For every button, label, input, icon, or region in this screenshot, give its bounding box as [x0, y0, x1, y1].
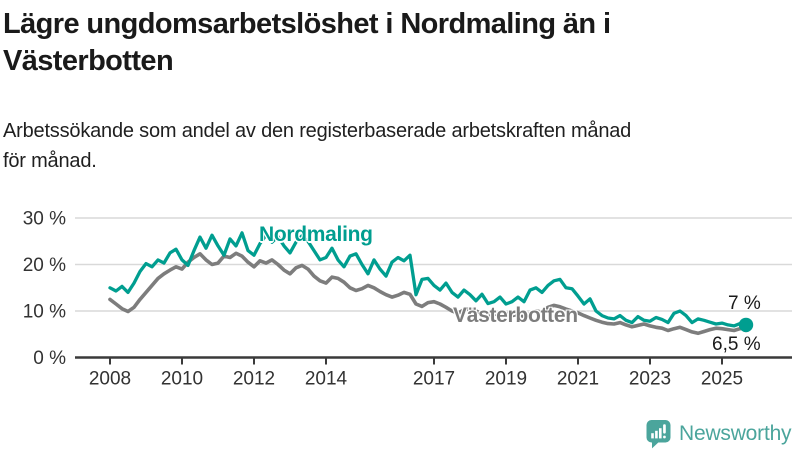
svg-text:10 %: 10 % — [23, 302, 66, 323]
svg-text:2017: 2017 — [413, 369, 455, 390]
chart-subtitle: Arbetssökande som andel av den registerb… — [3, 120, 632, 172]
end-value-nordmaling: 7 % — [728, 293, 761, 314]
series-label-vasterbotten: Västerbotten — [453, 304, 578, 327]
series-label-nordmaling: Nordmaling — [259, 223, 373, 246]
svg-text:2012: 2012 — [233, 369, 275, 390]
end-value-vasterbotten: 6,5 % — [712, 334, 761, 355]
svg-text:2019: 2019 — [485, 369, 527, 390]
newsworthy-logo: Newsworthy — [645, 419, 792, 449]
newsworthy-bubble-chart-icon — [646, 420, 671, 449]
svg-text:2010: 2010 — [161, 369, 203, 390]
svg-text:0 %: 0 % — [33, 348, 66, 369]
svg-text:30 %: 30 % — [23, 209, 66, 230]
svg-text:2021: 2021 — [557, 369, 599, 390]
svg-text:2008: 2008 — [89, 369, 131, 390]
newsworthy-wordmark: Newsworthy — [679, 422, 792, 445]
svg-text:20 %: 20 % — [23, 255, 66, 276]
svg-text:2014: 2014 — [305, 369, 348, 390]
svg-text:2025: 2025 — [701, 369, 743, 390]
svg-text:2023: 2023 — [629, 369, 671, 390]
page-title: Lägre ungdomsarbetslöshet i Nordmaling ä… — [3, 8, 611, 77]
